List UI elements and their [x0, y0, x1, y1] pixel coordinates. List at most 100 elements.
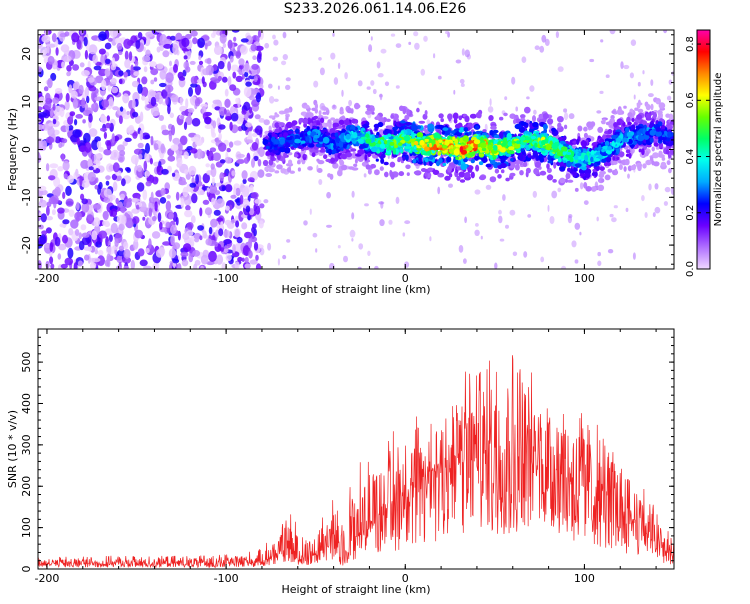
- heatmap-cell: [541, 150, 546, 154]
- heatmap-cell: [626, 116, 631, 124]
- heatmap-cell: [68, 209, 75, 217]
- heatmap-cell: [122, 256, 131, 264]
- heatmap-cell: [49, 256, 54, 265]
- heatmap-cell: [564, 154, 571, 159]
- heatmap-cell: [596, 110, 602, 114]
- figure-title: S233.2026.061.14.06.E26: [283, 1, 467, 17]
- heatmap-cell: [134, 229, 143, 239]
- heatmap-cell: [583, 126, 588, 132]
- heatmap-cell: [397, 158, 401, 163]
- heatmap-cell: [144, 97, 149, 107]
- heatmap-cell: [52, 97, 60, 104]
- heatmap-cell: [589, 58, 595, 63]
- heatmap-cell: [133, 71, 140, 76]
- heatmap-cell: [475, 164, 480, 172]
- heatmap-cell: [631, 118, 635, 122]
- heatmap-cell: [218, 124, 226, 130]
- heatmap-cell: [250, 192, 259, 199]
- heatmap-cell: [533, 109, 537, 115]
- heatmap-cell: [116, 175, 122, 181]
- heatmap-cell: [244, 62, 250, 73]
- heatmap-cell: [63, 55, 72, 63]
- heatmap-cell: [392, 148, 397, 155]
- heatmap-cell: [142, 216, 146, 221]
- heatmap-cell: [88, 113, 93, 123]
- heatmap-cell: [253, 204, 257, 211]
- heatmap-cell: [155, 249, 165, 258]
- heatmap-cell: [205, 238, 212, 246]
- heatmap-cell: [38, 96, 46, 106]
- heatmap-cell: [464, 49, 470, 58]
- heatmap-cell: [223, 108, 227, 115]
- heatmap-cell: [191, 177, 195, 185]
- heatmap-cell: [553, 161, 557, 169]
- heatmap-cell: [482, 129, 487, 133]
- heatmap-cell: [200, 103, 208, 108]
- heatmap-cell: [613, 205, 618, 209]
- heatmap-cell: [375, 158, 379, 162]
- heatmap-cell: [512, 251, 518, 257]
- heatmap-cell: [318, 57, 322, 61]
- heatmap-cell: [559, 177, 566, 184]
- heatmap-cell: [167, 104, 171, 115]
- heatmap-cell: [187, 112, 192, 119]
- heatmap-cell: [664, 186, 671, 193]
- heatmap-cell: [104, 42, 112, 50]
- heatmap-cell: [277, 85, 280, 90]
- heatmap-cell: [423, 35, 428, 42]
- heatmap-cell: [152, 262, 158, 269]
- heatmap-cell: [76, 39, 82, 50]
- heatmap-cell: [131, 80, 140, 88]
- heatmap-cell: [438, 124, 444, 129]
- heatmap-cell: [569, 157, 574, 163]
- heatmap-cell: [624, 158, 630, 166]
- heatmap-cell: [333, 143, 337, 150]
- heatmap-cell: [539, 156, 544, 163]
- heatmap-cell: [412, 158, 417, 164]
- heatmap-cell: [200, 265, 204, 269]
- heatmap-cell: [416, 132, 424, 138]
- heatmap-cell: [97, 255, 105, 267]
- heatmap-cell: [604, 174, 611, 181]
- heatmap-cell: [290, 145, 295, 150]
- heatmap-cell: [272, 34, 276, 40]
- heatmap-cell: [286, 239, 291, 243]
- heatmap-cell: [72, 64, 80, 71]
- heatmap-cell: [184, 169, 189, 175]
- heatmap-cell: [159, 82, 167, 88]
- heatmap-cell: [81, 232, 90, 238]
- heatmap-cell: [366, 86, 371, 90]
- heatmap-cell: [153, 77, 158, 82]
- heatmap-cell: [124, 50, 129, 61]
- heatmap-cell: [233, 36, 237, 42]
- heatmap-cell: [229, 84, 237, 91]
- heatmap-cell: [286, 167, 292, 173]
- heatmap-cell: [254, 114, 261, 120]
- heatmap-cell: [636, 114, 643, 120]
- heatmap-cell: [213, 209, 221, 216]
- heatmap-cell: [437, 75, 442, 80]
- heatmap-cell: [204, 42, 208, 50]
- heatmap-cell: [323, 154, 328, 160]
- heatmap-cell: [137, 32, 143, 39]
- heatmap-cell: [580, 140, 587, 147]
- heatmap-cell: [319, 67, 325, 76]
- heatmap-cell: [557, 157, 562, 163]
- heatmap-cell: [210, 163, 215, 170]
- heatmap-cell: [369, 141, 376, 147]
- heatmap-cell: [481, 156, 488, 164]
- heatmap-cell: [383, 161, 389, 166]
- heatmap-cell: [380, 48, 387, 54]
- heatmap-cell: [144, 134, 151, 140]
- heatmap-cell: [81, 198, 88, 205]
- heatmap-cell: [498, 131, 504, 139]
- heatmap-cell: [112, 162, 120, 173]
- heatmap-cell: [120, 205, 126, 214]
- heatmap-cell: [564, 124, 568, 130]
- heatmap-cell: [50, 72, 57, 81]
- heatmap-cell: [186, 222, 194, 230]
- heatmap-cell: [595, 151, 602, 155]
- heatmap-cell: [149, 61, 157, 68]
- heatmap-cell: [105, 58, 111, 65]
- heatmap-cell: [204, 116, 212, 125]
